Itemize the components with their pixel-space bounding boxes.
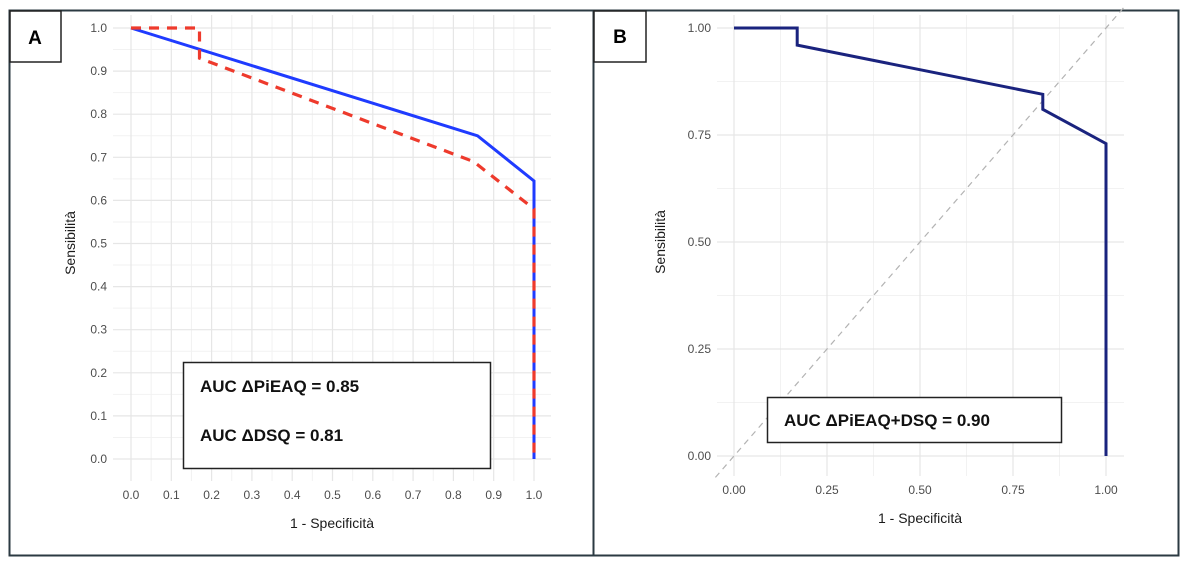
x-tick-label: 0.9 xyxy=(485,488,502,502)
panel-a-auc-pieaq: AUC ΔPiEAQ = 0.85 xyxy=(200,377,359,396)
panel-a-label: A xyxy=(28,28,42,49)
panel-a: 0.0 0.1 0.2 0.3 0.4 0.5 0.6 0.7 0.8 0.9 1.0 0.0 0.1 0… xyxy=(9,10,551,531)
y-tick-label: 1.00 xyxy=(688,21,712,35)
y-tick-label: 0.8 xyxy=(90,107,107,121)
y-tick-label: 0.2 xyxy=(90,366,107,380)
y-tick-label: 0.25 xyxy=(688,342,712,356)
y-tick-label: 0.00 xyxy=(688,449,712,463)
panel-a-ticks: 0.0 0.1 0.2 0.3 0.4 0.5 0.6 0.7 0.8 0.9 1.0 0.0 0.1 0… xyxy=(90,21,542,502)
panel-a-label-box xyxy=(9,10,62,63)
y-tick-label: 0.4 xyxy=(90,280,107,294)
x-tick-label: 0.0 xyxy=(123,488,140,502)
y-tick-label: 1.0 xyxy=(90,21,107,35)
y-tick-label: 0.0 xyxy=(90,452,107,466)
y-tick-label: 0.1 xyxy=(90,409,107,423)
x-tick-label: 0.7 xyxy=(405,488,422,502)
x-tick-label: 0.00 xyxy=(722,483,746,497)
x-tick-label: 0.8 xyxy=(445,488,462,502)
panel-a-ylabel: Sensibilità xyxy=(62,211,78,275)
x-tick-label: 0.75 xyxy=(1001,483,1025,497)
x-tick-label: 0.1 xyxy=(163,488,180,502)
y-tick-label: 0.7 xyxy=(90,150,107,164)
x-tick-label: 0.4 xyxy=(284,488,301,502)
x-tick-label: 0.5 xyxy=(324,488,341,502)
panel-b-ticks: 0.00 0.25 0.50 0.75 1.00 0.00 0.25 0.50 0.75 1.00 xyxy=(688,21,1118,497)
y-tick-label: 0.5 xyxy=(90,237,107,251)
panel-b: 0.00 0.25 0.50 0.75 1.00 0.00 0.25 0.50 0.75 1.00… xyxy=(593,6,1126,526)
x-tick-label: 0.25 xyxy=(815,483,839,497)
x-tick-label: 0.6 xyxy=(364,488,381,502)
x-tick-label: 0.2 xyxy=(203,488,220,502)
panel-b-frame xyxy=(592,9,1180,557)
panel-a-series xyxy=(130,26,536,459)
y-tick-label: 0.50 xyxy=(688,235,712,249)
y-tick-label: 0.6 xyxy=(90,193,107,207)
x-tick-label: 0.3 xyxy=(244,488,261,502)
panel-b-auc-box xyxy=(766,396,1063,444)
panel-a-auc-box xyxy=(182,361,492,470)
panel-b-label-box xyxy=(593,10,647,63)
panel-b-auc-combined: AUC ΔPiEAQ+DSQ = 0.90 xyxy=(784,411,990,430)
x-tick-label: 1.00 xyxy=(1094,483,1118,497)
panel-a-auc-dsq: AUC ΔDSQ = 0.81 xyxy=(200,426,343,445)
y-tick-label: 0.3 xyxy=(90,323,107,337)
panel-b-ylabel: Sensibilità xyxy=(652,210,668,274)
series-dsq-line xyxy=(131,26,536,459)
panel-a-xlabel: 1 - Specificità xyxy=(290,515,374,531)
series-pieaq-dsq-line xyxy=(734,26,1108,456)
y-tick-label: 0.9 xyxy=(90,64,107,78)
panel-b-xlabel: 1 - Specificità xyxy=(878,510,962,526)
x-tick-label: 0.50 xyxy=(908,483,932,497)
x-tick-label: 1.0 xyxy=(526,488,543,502)
y-tick-label: 0.75 xyxy=(688,128,712,142)
panel-b-label: B xyxy=(613,27,627,48)
